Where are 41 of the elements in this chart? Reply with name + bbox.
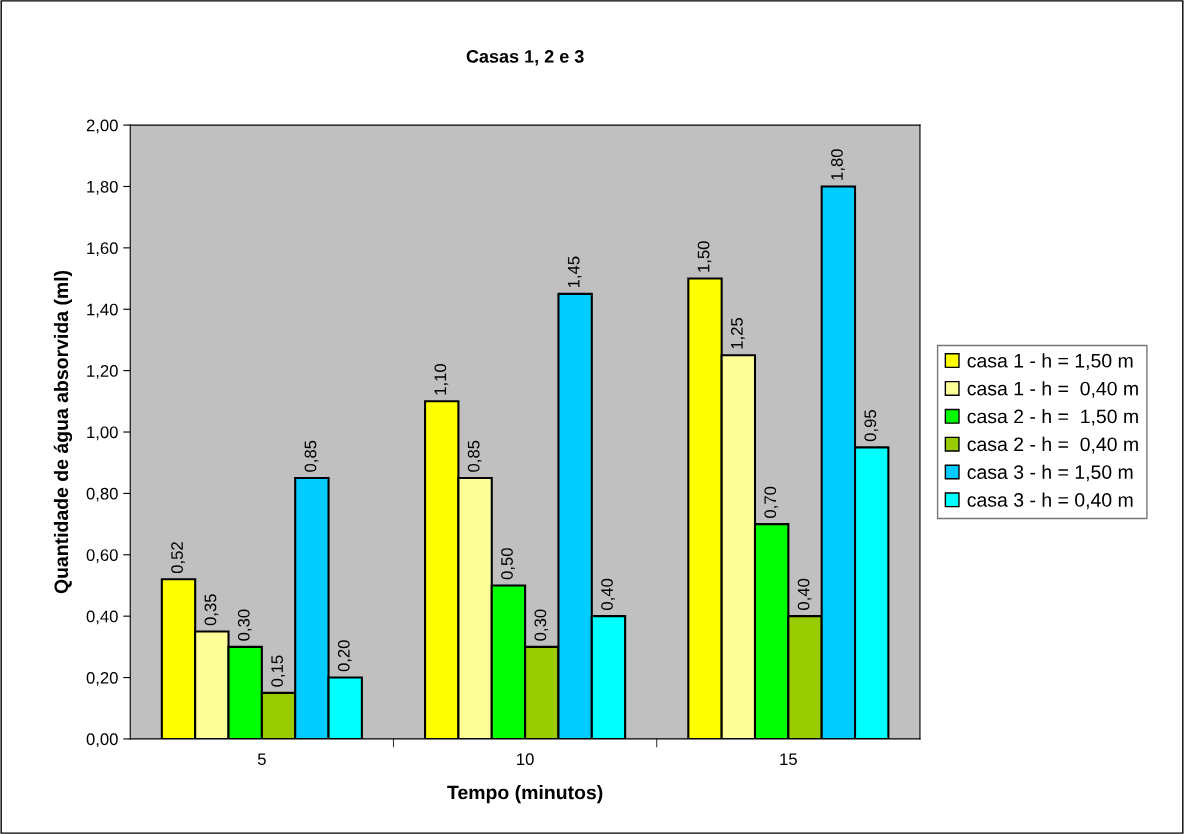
data-label: 1,45 (567, 256, 582, 288)
legend-label: casa 1 - h = 1,50 m (967, 353, 1133, 370)
y-tick-label: 0,80 (86, 487, 118, 502)
legend-label: casa 1 - h = 0,40 m (967, 381, 1138, 398)
data-label: 0,30 (237, 609, 252, 641)
y-tick-label: 0,00 (86, 733, 118, 748)
data-label: 1,80 (831, 149, 845, 180)
y-tick-label: 1,80 (87, 180, 118, 195)
legend-label: casa 2 - h = 0,40 m (967, 436, 1138, 454)
data-label: 1,25 (731, 317, 745, 349)
data-label: 0,95 (864, 410, 879, 442)
x-axis-title: Tempo (minutos) (447, 785, 603, 804)
x-tick-label: 10 (517, 753, 534, 766)
y-axis-title: Quantidade de água absorvida (ml) (53, 270, 73, 594)
y-tick-label: 0,40 (86, 610, 118, 625)
data-label: 1,50 (697, 241, 712, 272)
data-label: 0,40 (797, 578, 812, 610)
legend-label: casa 3 - h = 0,40 m (967, 492, 1133, 510)
data-label: 0,85 (467, 440, 482, 472)
y-tick-label: 2,00 (86, 119, 118, 134)
x-tick-label: 5 (257, 753, 266, 766)
data-label: 0,70 (764, 486, 779, 518)
legend-label: casa 2 - h = 1,50 m (967, 409, 1138, 426)
y-tick-label: 0,60 (86, 549, 118, 563)
legend-label: casa 3 - h = 1,50 m (967, 464, 1133, 482)
x-tick-label: 15 (780, 753, 797, 766)
data-label: 0,40 (601, 578, 615, 610)
data-label: 0,20 (337, 640, 352, 672)
y-tick-label: 0,20 (86, 671, 118, 686)
y-tick-label: 1,60 (87, 242, 118, 257)
data-label: 0,15 (271, 655, 285, 687)
chart-title: Casas 1, 2 e 3 (466, 49, 584, 66)
data-label: 0,52 (171, 542, 185, 574)
data-label: 0,50 (501, 548, 515, 580)
y-tick-label: 1,00 (87, 426, 118, 441)
y-tick-label: 1,20 (87, 365, 118, 379)
data-label: 0,35 (204, 594, 219, 626)
data-label: 1,10 (434, 363, 449, 395)
y-tick-label: 1,40 (87, 303, 118, 318)
data-label: 0,30 (534, 609, 549, 641)
data-label: 0,85 (304, 440, 319, 472)
